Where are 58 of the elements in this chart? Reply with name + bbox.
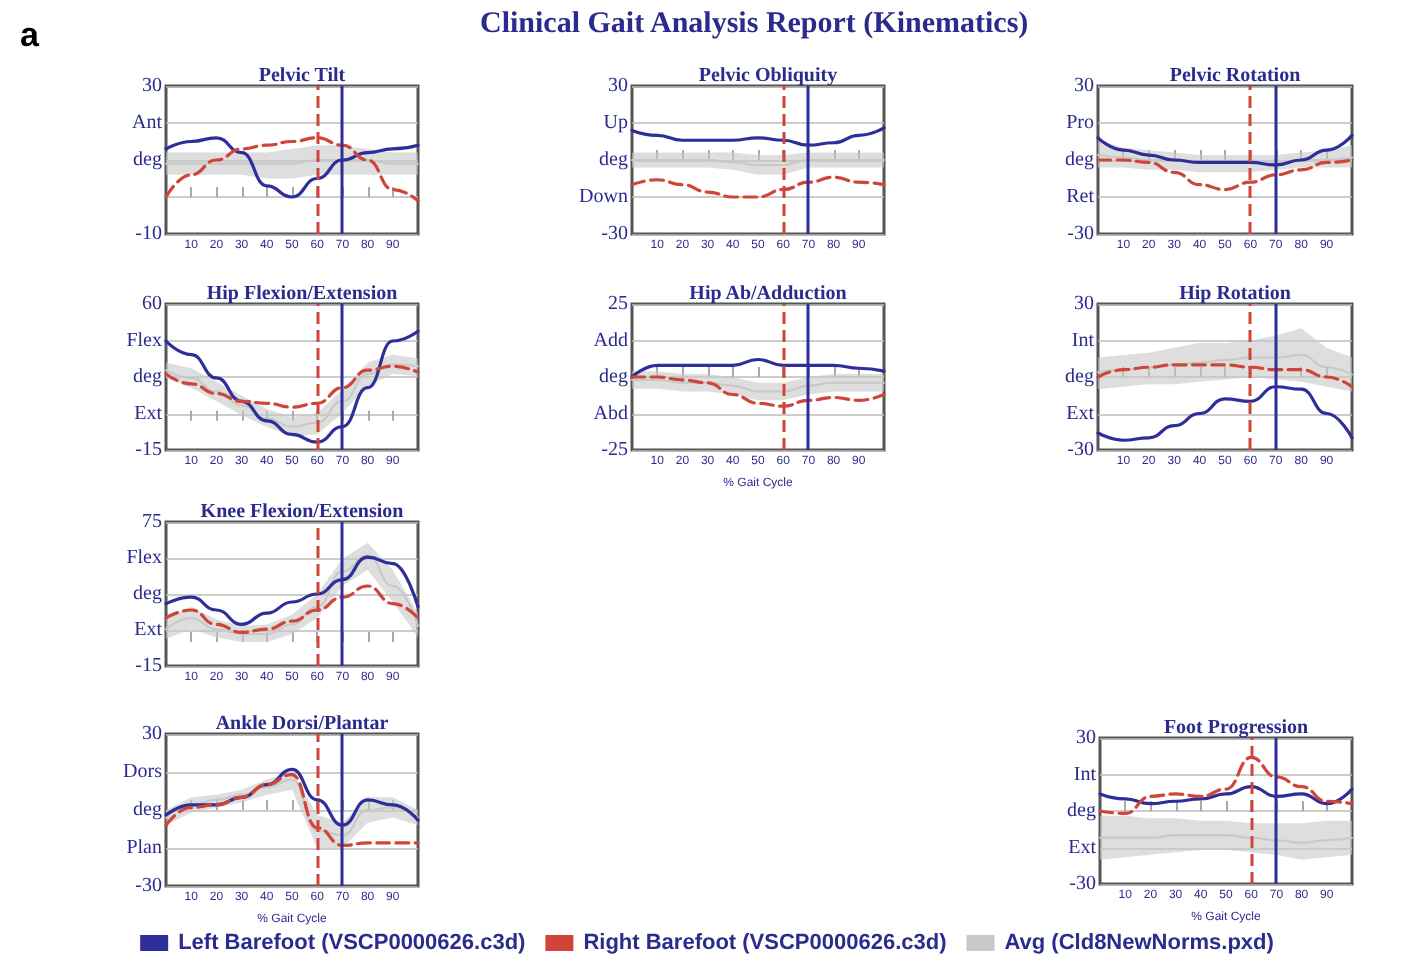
legend-label: Avg (Cld8NewNorms.pxd) bbox=[1004, 931, 1275, 955]
y-tick-label: Ret bbox=[1066, 186, 1095, 208]
chart-title: Knee Flexion/Extension bbox=[200, 501, 405, 523]
chart-title: Pelvic Obliquity bbox=[698, 65, 838, 87]
y-tick-label: 30 bbox=[142, 723, 162, 745]
y-tick-label: deg bbox=[1065, 149, 1094, 171]
y-tick-label: Ext bbox=[134, 619, 163, 641]
y-tick-label: 25 bbox=[608, 293, 628, 315]
y-tick-label: 30 bbox=[1074, 293, 1094, 315]
y-tick-label: deg bbox=[133, 583, 162, 605]
text: Clinical Gait Analysis Report (Kinematics) bbox=[480, 8, 1029, 42]
y-tick-label: 75 bbox=[142, 511, 162, 533]
y-tick-label: -10 bbox=[135, 223, 162, 245]
chart-title: Pelvic Rotation bbox=[1169, 65, 1302, 87]
chart-title: Hip Rotation bbox=[1179, 283, 1292, 305]
y-tick-label: Add bbox=[593, 329, 628, 352]
y-tick-label: Ext bbox=[1066, 402, 1095, 425]
y-tick-label: deg bbox=[133, 366, 162, 388]
y-tick-label: deg bbox=[599, 149, 628, 171]
y-tick-label: Plan bbox=[126, 837, 162, 859]
legend-label: Right Barefoot (VSCP0000626.c3d) bbox=[583, 931, 948, 955]
y-tick-label: Int bbox=[1073, 763, 1097, 786]
y-tick-label: Pro bbox=[1066, 112, 1094, 134]
y-tick-label: -30 bbox=[135, 875, 162, 897]
y-tick-label: Ant bbox=[132, 112, 163, 134]
y-tick-label: deg bbox=[1067, 800, 1096, 822]
chart-title: Ankle Dorsi/Plantar bbox=[215, 713, 390, 735]
y-tick-label: -30 bbox=[1069, 873, 1096, 895]
y-tick-label: deg bbox=[1065, 366, 1094, 388]
y-tick-label: Down bbox=[579, 186, 628, 208]
y-tick-label: 30 bbox=[1076, 727, 1096, 749]
chart-title: Foot Progression bbox=[1163, 717, 1309, 739]
y-tick-label: Flex bbox=[126, 547, 162, 569]
text: a bbox=[20, 16, 39, 56]
y-tick-label: Dors bbox=[123, 761, 163, 783]
y-tick-label: -30 bbox=[1067, 223, 1094, 245]
y-tick-label: -15 bbox=[135, 655, 162, 677]
y-tick-label: Up bbox=[603, 112, 628, 134]
chart-title: Pelvic Tilt bbox=[258, 65, 347, 87]
chart-title: Hip Ab/Adduction bbox=[689, 283, 848, 305]
y-tick-label: -15 bbox=[135, 439, 162, 461]
y-tick-label: -25 bbox=[601, 439, 628, 461]
y-tick-label: -30 bbox=[601, 223, 628, 245]
y-tick-label: 30 bbox=[142, 75, 162, 97]
y-tick-label: deg bbox=[599, 366, 628, 388]
y-tick-label: deg bbox=[133, 799, 162, 821]
legend-label: Left Barefoot (VSCP0000626.c3d) bbox=[178, 931, 527, 955]
y-tick-label: Ext bbox=[1068, 836, 1097, 859]
y-tick-label: 60 bbox=[142, 293, 162, 315]
y-tick-label: Abd bbox=[593, 402, 628, 425]
y-tick-label: Ext bbox=[134, 402, 163, 425]
y-tick-label: 30 bbox=[1074, 75, 1094, 97]
y-tick-label: -30 bbox=[1067, 439, 1094, 461]
chart-title: Hip Flexion/Extension bbox=[206, 283, 399, 305]
y-tick-label: 30 bbox=[608, 75, 628, 97]
y-tick-label: Flex bbox=[126, 329, 162, 352]
y-tick-label: Int bbox=[1071, 329, 1095, 352]
y-tick-label: deg bbox=[133, 149, 162, 171]
